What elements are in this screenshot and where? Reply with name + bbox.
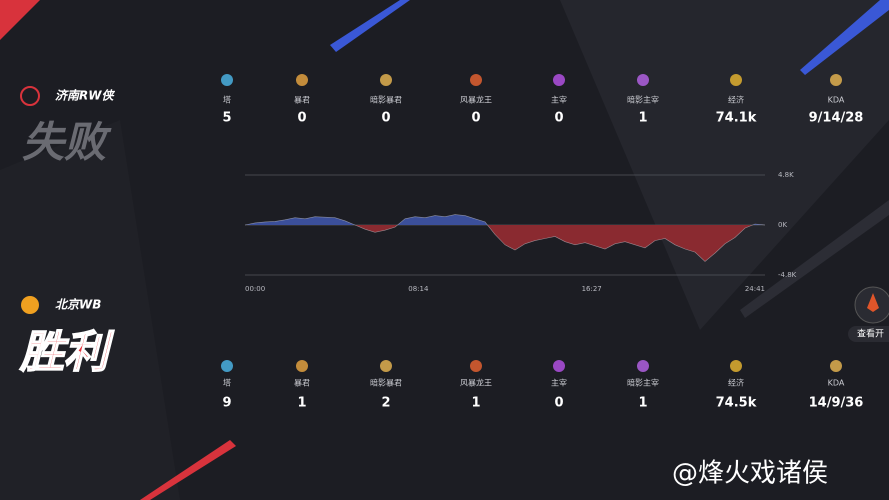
result-text: 胜利 <box>19 327 115 378</box>
stat-icon <box>221 360 233 372</box>
x-tick-label: 24:41 <box>745 285 765 293</box>
stat-value: 1 <box>471 396 480 411</box>
accent-stripe <box>800 0 889 75</box>
team-name: 北京WB <box>55 298 101 312</box>
team-logo <box>20 86 40 106</box>
stat-value: 0 <box>381 111 390 126</box>
stat-value: 0 <box>297 111 306 126</box>
stat-icon <box>553 74 565 86</box>
stat-value: 1 <box>297 396 306 411</box>
stat-icon <box>380 360 392 372</box>
x-tick-label: 16:27 <box>582 285 602 293</box>
stat-value: 1 <box>638 111 647 126</box>
gold-area-negative <box>245 225 765 262</box>
stat-value: 9/14/28 <box>809 111 864 126</box>
stat-label: KDA <box>828 379 845 388</box>
stat-icon <box>730 74 742 86</box>
stat-label: 风暴龙王 <box>460 95 492 105</box>
stat-icon <box>830 74 842 86</box>
stat-value: 2 <box>381 396 390 411</box>
stat-label: 暗影暴君 <box>370 95 402 105</box>
rocket-icon <box>867 293 879 312</box>
stat-icon <box>470 360 482 372</box>
stat-icon <box>380 74 392 86</box>
watermark: @烽火戏诸侯 <box>672 459 828 489</box>
stat-value: 0 <box>471 111 480 126</box>
stat-label: 暗影暴君 <box>370 378 402 388</box>
gold-line <box>244 214 766 262</box>
y-tick-label: 4.8K <box>778 171 794 179</box>
stat-icon <box>637 360 649 372</box>
stat-value: 0 <box>554 111 563 126</box>
stat-label: 暗影主宰 <box>627 95 659 105</box>
stat-value: 1 <box>638 396 647 411</box>
result-text: 失败 <box>22 118 112 167</box>
side-button-label[interactable]: 查看开 <box>857 328 884 340</box>
stat-label: 暴君 <box>294 96 310 105</box>
team-name: 济南RW侠 <box>55 89 115 103</box>
stat-icon <box>730 360 742 372</box>
stat-label: 经济 <box>728 95 744 105</box>
stat-label: 暴君 <box>294 379 310 388</box>
stat-label: 塔 <box>223 378 231 388</box>
bg-shape <box>0 120 180 500</box>
stat-label: 经济 <box>728 378 744 388</box>
stat-label: 暗影主宰 <box>627 378 659 388</box>
stat-value: 0 <box>554 396 563 411</box>
y-tick-label: -4.8K <box>778 271 797 279</box>
accent-stripe <box>0 0 40 40</box>
stat-label: 塔 <box>223 95 231 105</box>
stat-icon <box>221 74 233 86</box>
stat-icon <box>830 360 842 372</box>
stat-icon <box>470 74 482 86</box>
side-button[interactable] <box>848 326 889 342</box>
stat-label: KDA <box>828 96 845 105</box>
y-tick-label: 0K <box>778 221 787 229</box>
stat-icon <box>553 360 565 372</box>
x-tick-label: 00:00 <box>245 285 265 293</box>
stat-value: 5 <box>222 111 231 126</box>
stat-label: 主宰 <box>551 378 567 388</box>
stat-icon <box>296 360 308 372</box>
stat-icon <box>296 74 308 86</box>
stat-value: 74.1k <box>716 111 757 126</box>
stat-icon <box>637 74 649 86</box>
stat-value: 14/9/36 <box>809 396 864 411</box>
accent-stripe <box>140 440 236 500</box>
bg-stripe <box>740 200 889 318</box>
stat-value: 9 <box>222 396 231 411</box>
gold-area-positive <box>245 214 765 225</box>
accent-stripe <box>330 0 410 52</box>
stat-label: 主宰 <box>551 95 567 105</box>
stat-label: 风暴龙王 <box>460 378 492 388</box>
x-tick-label: 08:14 <box>408 285 429 293</box>
stat-value: 74.5k <box>716 396 757 411</box>
team-logo <box>21 296 39 314</box>
